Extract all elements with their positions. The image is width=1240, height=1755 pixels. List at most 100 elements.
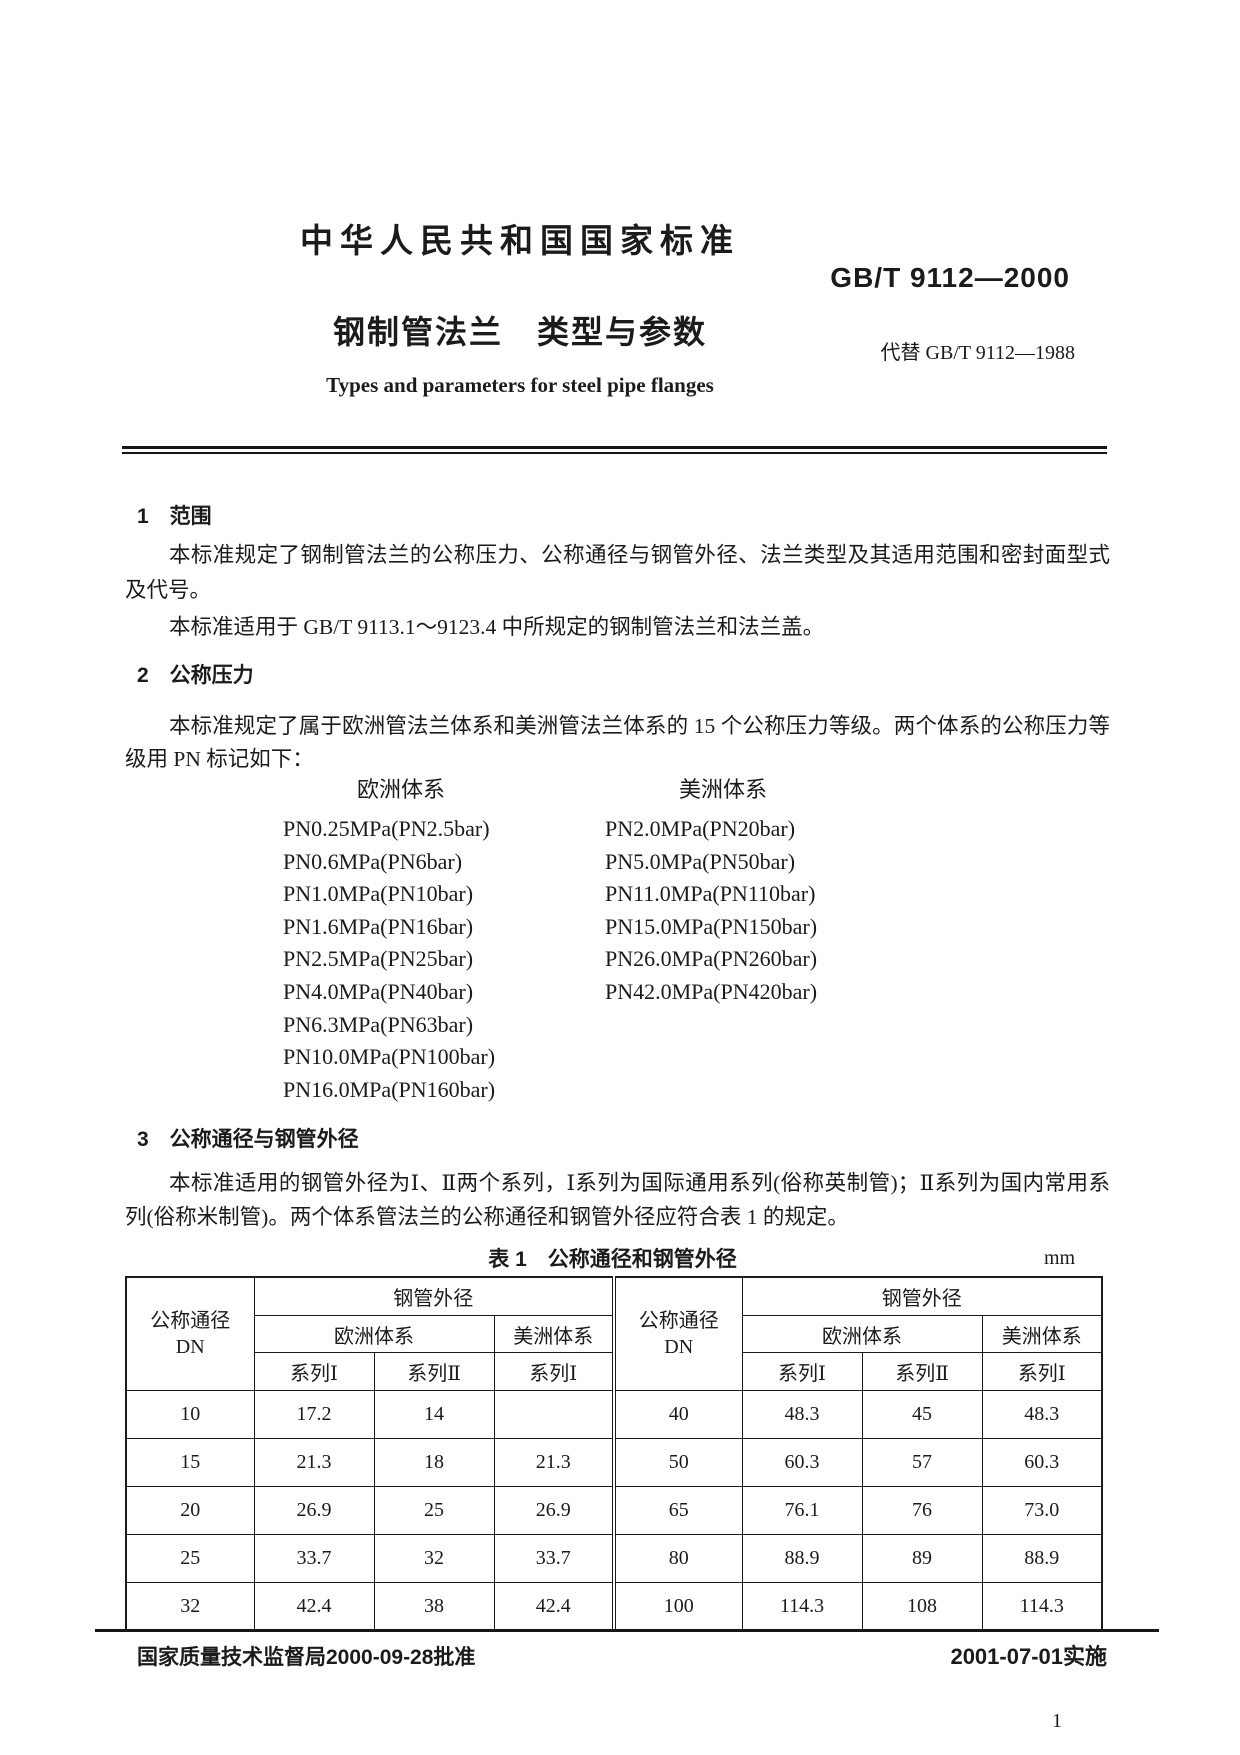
table1-header-dn-left: 公称通径 DN [125,1276,255,1391]
table-cell: 76.1 [741,1486,863,1535]
section2-heading: 2 公称压力 [137,664,254,687]
table1-caption: 表 1 公称通径和钢管外径 [488,1248,737,1271]
footer-approval: 国家质量技术监督局2000-09-28批准 [137,1646,476,1669]
section3-heading: 3 公称通径与钢管外径 [137,1128,359,1151]
table-cell: 88.9 [741,1534,863,1583]
pn-item: PN26.0MPa(PN260bar) [605,946,818,972]
national-standard-title: 中华人民共和国国家标准 [300,222,740,259]
table1-header-outer-right: 钢管外径 [741,1276,1103,1316]
pn-item: PN42.0MPa(PN420bar) [605,978,818,1004]
table1-header-outer-left: 钢管外径 [253,1276,615,1316]
table-cell: 33.7 [253,1534,375,1583]
document-title: 钢制管法兰 类型与参数 [332,314,707,350]
table-cell: 65 [612,1486,743,1535]
table-cell: 48.3 [981,1390,1103,1439]
table-cell: 20 [125,1486,255,1535]
table1-nominal-diameter: 公称通径 DN 钢管外径 公称通径 DN 钢管外径 欧洲体系 美洲体系 欧洲体系… [125,1276,1104,1632]
table-cell: 45 [861,1390,983,1439]
pn-europe-header: 欧洲体系 [356,777,445,802]
table-row: 15 21.3 18 21.3 50 60.3 57 60.3 [125,1438,1103,1487]
table-cell [493,1390,615,1439]
footer-rule [95,1629,1159,1632]
pn-item: PN2.5MPa(PN25bar) [283,946,474,972]
table-cell: 21.3 [493,1438,615,1487]
table1-header-series1: 系列Ⅰ [741,1352,863,1391]
header-double-rule [122,446,1107,454]
table-cell: 88.9 [981,1534,1103,1583]
table1-header-series1: 系列Ⅰ [981,1352,1103,1391]
table-cell: 26.9 [493,1486,615,1535]
table-cell: 17.2 [253,1390,375,1439]
table-cell: 32 [373,1534,495,1583]
pn-america-header: 美洲体系 [678,777,767,802]
table-cell: 48.3 [741,1390,863,1439]
table-row: 25 33.7 32 33.7 80 88.9 89 88.9 [125,1534,1103,1583]
section1-paragraph-1: 本标准规定了钢制管法兰的公称压力、公称通径与钢管外径、法兰类型及其适用范围和密封… [125,543,1110,602]
table-cell: 76 [861,1486,983,1535]
table-cell: 57 [861,1438,983,1487]
table-cell: 18 [373,1438,495,1487]
table-cell: 42.4 [493,1582,615,1632]
replaces-note: 代替 GB/T 9112—1988 [880,342,1075,364]
pn-pressure-lists: 欧洲体系 PN0.25MPa(PN2.5bar) PN0.6MPa(PN6bar… [283,772,841,1106]
pn-item: PN1.6MPa(PN16bar) [283,913,474,939]
table1-header-series1: 系列Ⅰ [493,1352,615,1391]
table-cell: 50 [612,1438,743,1487]
table-cell: 42.4 [253,1582,375,1632]
section3-paragraph-1: 本标准适用的钢管外径为Ⅰ、Ⅱ两个系列，Ⅰ系列为国际通用系列(俗称英制管)；Ⅱ系列… [125,1171,1110,1229]
pn-item: PN0.25MPa(PN2.5bar) [283,816,490,841]
table1-header-europe-left: 欧洲体系 [253,1315,495,1353]
pn-item: PN16.0MPa(PN160bar) [283,1076,496,1102]
pn-item: PN6.3MPa(PN63bar) [283,1011,474,1037]
table1-header-series2: 系列Ⅱ [373,1352,495,1391]
table-cell: 89 [861,1534,983,1583]
table-cell: 100 [612,1582,743,1632]
section1-heading: 1 范围 [137,505,212,528]
table-row: 20 26.9 25 26.9 65 76.1 76 73.0 [125,1486,1103,1535]
pn-item: PN0.6MPa(PN6bar) [283,848,463,874]
english-title: Types and parameters for steel pipe flan… [326,373,714,397]
table-cell: 25 [125,1534,255,1583]
table-cell: 114.3 [741,1582,863,1632]
section1-paragraph-2: 本标准适用于 GB/T 9113.1～9123.4 中所规定的钢制管法兰和法兰盖… [169,615,825,639]
table1-header-series1: 系列Ⅰ [253,1352,375,1391]
table-cell: 25 [373,1486,495,1535]
pn-item: PN15.0MPa(PN150bar) [605,913,818,939]
pn-list-europe: 欧洲体系 PN0.25MPa(PN2.5bar) PN0.6MPa(PN6bar… [283,772,519,1106]
page-number: 1 [1052,1710,1062,1732]
pn-item: PN5.0MPa(PN50bar) [605,848,796,874]
table1-header-america-right: 美洲体系 [981,1315,1103,1353]
table-row: 10 17.2 14 40 48.3 45 48.3 [125,1390,1103,1439]
pn-item: PN11.0MPa(PN110bar) [605,881,816,907]
table-cell: 32 [125,1582,255,1632]
standard-number: GB/T 9112—2000 [830,262,1070,293]
table-cell: 21.3 [253,1438,375,1487]
table-cell: 80 [612,1534,743,1583]
table-cell: 60.3 [741,1438,863,1487]
footer-implementation: 2001-07-01实施 [950,1644,1107,1669]
table-cell: 15 [125,1438,255,1487]
pn-item: PN1.0MPa(PN10bar) [283,881,474,907]
table-cell: 108 [861,1582,983,1632]
pn-item: PN2.0MPa(PN20bar) [605,816,796,841]
table-cell: 40 [612,1390,743,1439]
table-cell: 38 [373,1582,495,1632]
table-cell: 26.9 [253,1486,375,1535]
pn-item: PN10.0MPa(PN100bar) [283,1044,496,1070]
table-cell: 60.3 [981,1438,1103,1487]
pn-item: PN4.0MPa(PN40bar) [283,978,474,1004]
table1-header-dn-line1: 公称通径 [638,1310,719,1332]
table1-header-dn-right: 公称通径 DN [612,1276,743,1391]
table1-header-dn-line2: DN [175,1336,205,1358]
table1-header-dn-line2: DN [664,1336,694,1358]
table1-header-europe-right: 欧洲体系 [741,1315,983,1353]
section2-paragraph-1: 本标准规定了属于欧洲管法兰体系和美洲管法兰体系的 15 个公称压力等级。两个体系… [125,714,1110,771]
table-row: 32 42.4 38 42.4 100 114.3 108 114.3 [125,1582,1103,1632]
table-cell: 73.0 [981,1486,1103,1535]
table-cell: 33.7 [493,1534,615,1583]
table1-unit-label: mm [1044,1247,1076,1269]
table1-header-series2: 系列Ⅱ [861,1352,983,1391]
table-cell: 10 [125,1390,255,1439]
pn-list-america: 美洲体系 PN2.0MPa(PN20bar) PN5.0MPa(PN50bar)… [605,772,841,1106]
